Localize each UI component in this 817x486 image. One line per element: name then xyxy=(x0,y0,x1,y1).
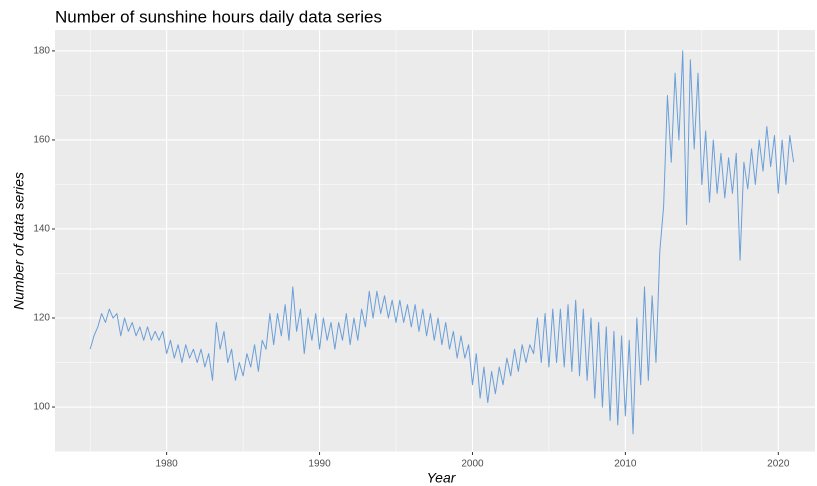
x-tick-label: 1980 xyxy=(156,459,179,470)
y-tick-label: 180 xyxy=(33,46,50,57)
data-line xyxy=(89,50,795,435)
chart-title: Number of sunshine hours daily data seri… xyxy=(55,7,382,26)
y-tick-label: 100 xyxy=(33,402,50,413)
plot-panel xyxy=(55,30,815,452)
x-tick-label: 2010 xyxy=(614,459,637,470)
y-tick-label: 160 xyxy=(33,135,50,146)
x-tick-label: 2000 xyxy=(461,459,484,470)
x-tick-label: 1990 xyxy=(308,459,331,470)
x-tick-label: 2020 xyxy=(767,459,790,470)
y-tick-label: 120 xyxy=(33,313,50,324)
x-axis-label: Year xyxy=(427,470,457,486)
y-tick-label: 140 xyxy=(33,224,50,235)
y-axis-label: Number of data series xyxy=(11,172,27,310)
